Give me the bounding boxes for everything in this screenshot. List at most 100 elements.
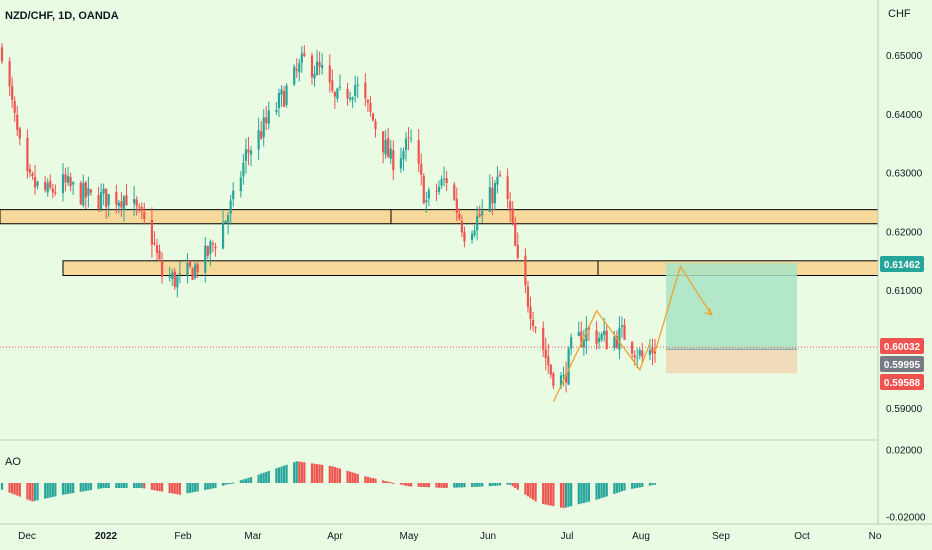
- candle-body: [265, 117, 268, 123]
- candle-body: [99, 192, 103, 209]
- zigzag-pattern[interactable]: [552, 309, 651, 403]
- candle-body: [295, 68, 298, 71]
- candle-body: [239, 177, 242, 192]
- candle-body: [267, 110, 270, 124]
- ao-bar: [11, 483, 14, 494]
- price-tick-label: 0.65000: [886, 51, 923, 62]
- ao-bar: [638, 483, 641, 488]
- ao-bar: [564, 483, 568, 508]
- candle-body: [125, 195, 128, 206]
- ao-bar: [244, 478, 248, 483]
- price-tag-label: 0.59588: [884, 378, 921, 389]
- ao-bar: [509, 483, 512, 485]
- ao-bar: [338, 468, 342, 483]
- candle-body: [178, 273, 181, 275]
- price-tag-label: 0.59995: [884, 360, 921, 371]
- ao-bar: [36, 483, 39, 501]
- candle-body: [338, 86, 342, 88]
- candle-body: [249, 150, 253, 155]
- price-tag-box: [880, 338, 924, 354]
- projection-path[interactable]: [654, 265, 712, 353]
- stop-loss-area[interactable]: [666, 349, 797, 374]
- candle-body: [221, 222, 225, 249]
- ao-bar: [155, 483, 159, 491]
- ao-bar: [605, 483, 608, 497]
- candle-body: [460, 221, 463, 233]
- ao-bar: [641, 483, 644, 487]
- ao-bar: [46, 483, 49, 499]
- candle-body: [117, 202, 120, 206]
- candlestick-series[interactable]: [0, 43, 657, 393]
- ao-bar: [191, 483, 194, 493]
- ao-bar: [516, 483, 519, 490]
- candle-body: [82, 182, 85, 206]
- ao-bar: [178, 483, 181, 495]
- ao-bar: [443, 483, 446, 488]
- candle-body: [524, 255, 527, 286]
- candle-body: [69, 176, 72, 187]
- ao-bar: [481, 483, 484, 487]
- ao-bar: [257, 474, 260, 483]
- ao-bar: [371, 478, 375, 483]
- ao-bar: [66, 483, 70, 494]
- ao-bar: [409, 483, 413, 487]
- time-axis[interactable]: Dec 2022 Feb Mar Apr May Jun Jul Aug Sep Oct No: [18, 531, 882, 542]
- ao-bar: [265, 471, 268, 483]
- candle-body: [651, 347, 654, 353]
- candle-body: [364, 82, 367, 99]
- ao-bar: [194, 483, 197, 492]
- ao-bar: [135, 483, 138, 489]
- ao-bar: [570, 483, 573, 507]
- candle-body: [186, 262, 189, 276]
- candle-body: [529, 306, 532, 320]
- candle-body: [425, 200, 428, 203]
- ao-bar: [595, 483, 598, 500]
- candle-body: [298, 63, 301, 73]
- time-tick-label: Aug: [632, 531, 650, 542]
- candle-body: [402, 150, 405, 160]
- candle-body: [636, 357, 639, 359]
- candle-body: [313, 73, 316, 79]
- oscillator-axis[interactable]: 0.02000 -0.02000: [886, 446, 926, 524]
- candle-body: [87, 188, 90, 196]
- candle-body: [33, 176, 37, 188]
- ao-bar: [615, 483, 618, 494]
- awesome-oscillator-histogram[interactable]: [0, 461, 657, 509]
- ao-bar: [636, 483, 639, 488]
- ao-bar: [280, 466, 283, 483]
- price-tags: 0.61462 0.60032 0.59995 0.59588: [880, 256, 924, 390]
- candle-body: [315, 61, 319, 75]
- ao-bar: [313, 463, 316, 483]
- candle-body: [582, 339, 585, 348]
- price-tick-label: 0.64000: [886, 110, 923, 121]
- candle-body: [455, 198, 458, 213]
- ao-bar: [102, 483, 105, 489]
- ao-bar: [221, 483, 225, 486]
- ao-bar: [562, 483, 565, 509]
- ao-bar: [511, 483, 514, 487]
- candle-body: [476, 216, 479, 231]
- candle-body: [49, 181, 52, 188]
- ao-bar: [384, 481, 387, 483]
- ao-bar: [89, 483, 93, 491]
- ao-bar: [0, 483, 4, 490]
- ao-bar: [168, 483, 171, 493]
- candle-body: [44, 181, 47, 191]
- candle-body: [623, 324, 626, 340]
- sr-zone-1[interactable]: [0, 209, 879, 225]
- symbol-title: NZD/CHF, 1D, OANDA: [5, 10, 119, 22]
- candle-body: [46, 183, 49, 193]
- candle-body: [443, 178, 446, 180]
- ao-bar: [87, 483, 90, 491]
- candle-body: [382, 131, 385, 153]
- ao-bar: [544, 483, 547, 505]
- ao-bar: [99, 483, 103, 489]
- ao-bar: [491, 483, 494, 486]
- candle-body: [138, 206, 141, 208]
- ao-bar: [463, 483, 466, 488]
- ao-bar: [242, 479, 245, 483]
- candle-body: [351, 97, 354, 100]
- ao-bar: [529, 483, 532, 499]
- ao-bar: [328, 465, 331, 483]
